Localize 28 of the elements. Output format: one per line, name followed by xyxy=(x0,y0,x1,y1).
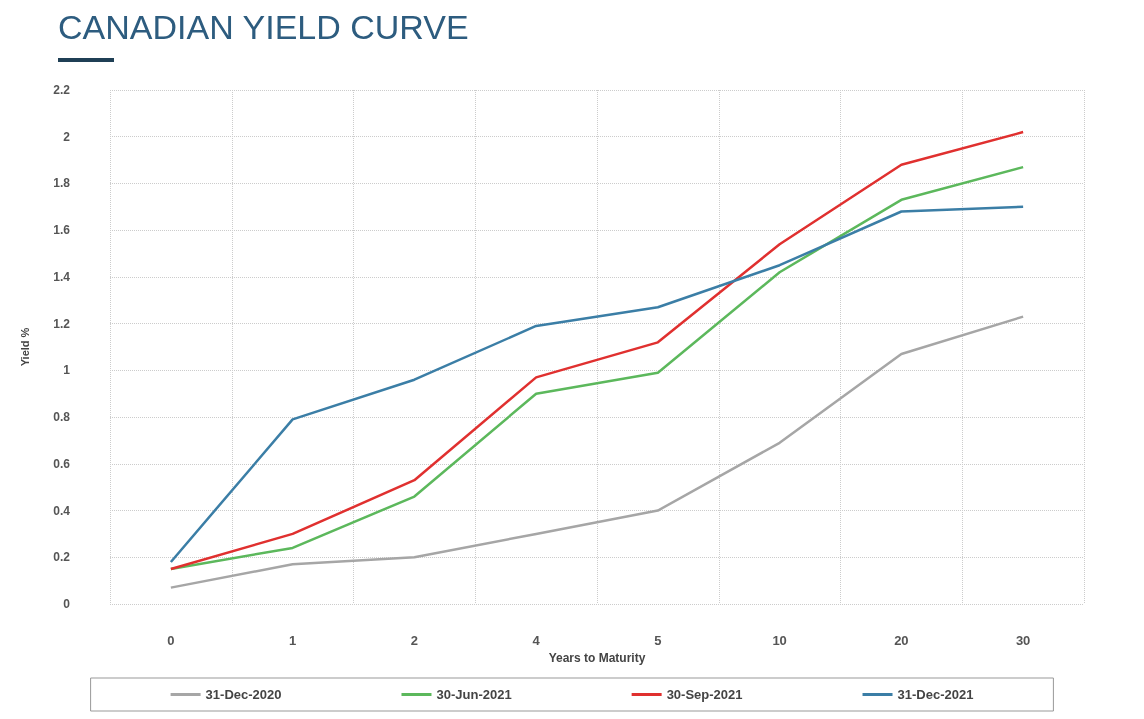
y-tick-label: 0.4 xyxy=(53,503,71,518)
legend-label: 31-Dec-2021 xyxy=(897,687,974,702)
x-tick-label: 5 xyxy=(654,633,662,648)
y-tick-label: 0 xyxy=(63,597,71,611)
x-tick-label: 10 xyxy=(772,633,787,648)
x-tick-label: 30 xyxy=(1015,633,1031,648)
x-tick-label: 2 xyxy=(410,633,418,648)
x-tick-label: 0 xyxy=(167,633,175,648)
legend-label: 30-Jun-2021 xyxy=(436,687,512,702)
y-tick-label: 1.4 xyxy=(53,269,71,284)
y-tick-label: 2 xyxy=(63,129,71,144)
y-tick-label: 0.2 xyxy=(53,550,71,565)
y-tick-label: 2.2 xyxy=(53,83,71,97)
y-axis-title: Yield % xyxy=(18,327,31,367)
y-tick-label: 1 xyxy=(63,363,71,378)
y-tick-label: 1.2 xyxy=(53,316,71,331)
chart-title: CANADIAN YIELD CURVE xyxy=(58,8,469,47)
line-series xyxy=(169,315,1025,589)
x-axis-title: Years to Maturity xyxy=(548,650,646,665)
x-tick-label: 1 xyxy=(289,633,297,648)
y-tick-label: 1.6 xyxy=(53,223,71,238)
y-tick-label: 0.8 xyxy=(53,410,71,425)
legend-label: 31-Dec-2020 xyxy=(205,687,282,702)
y-tick-label: 1.8 xyxy=(53,176,71,191)
y-tick-label: 0.6 xyxy=(53,456,71,471)
legend-label: 30-Sep-2021 xyxy=(666,687,743,702)
x-tick-label: 4 xyxy=(532,633,541,648)
x-tick-label: 20 xyxy=(894,633,909,648)
